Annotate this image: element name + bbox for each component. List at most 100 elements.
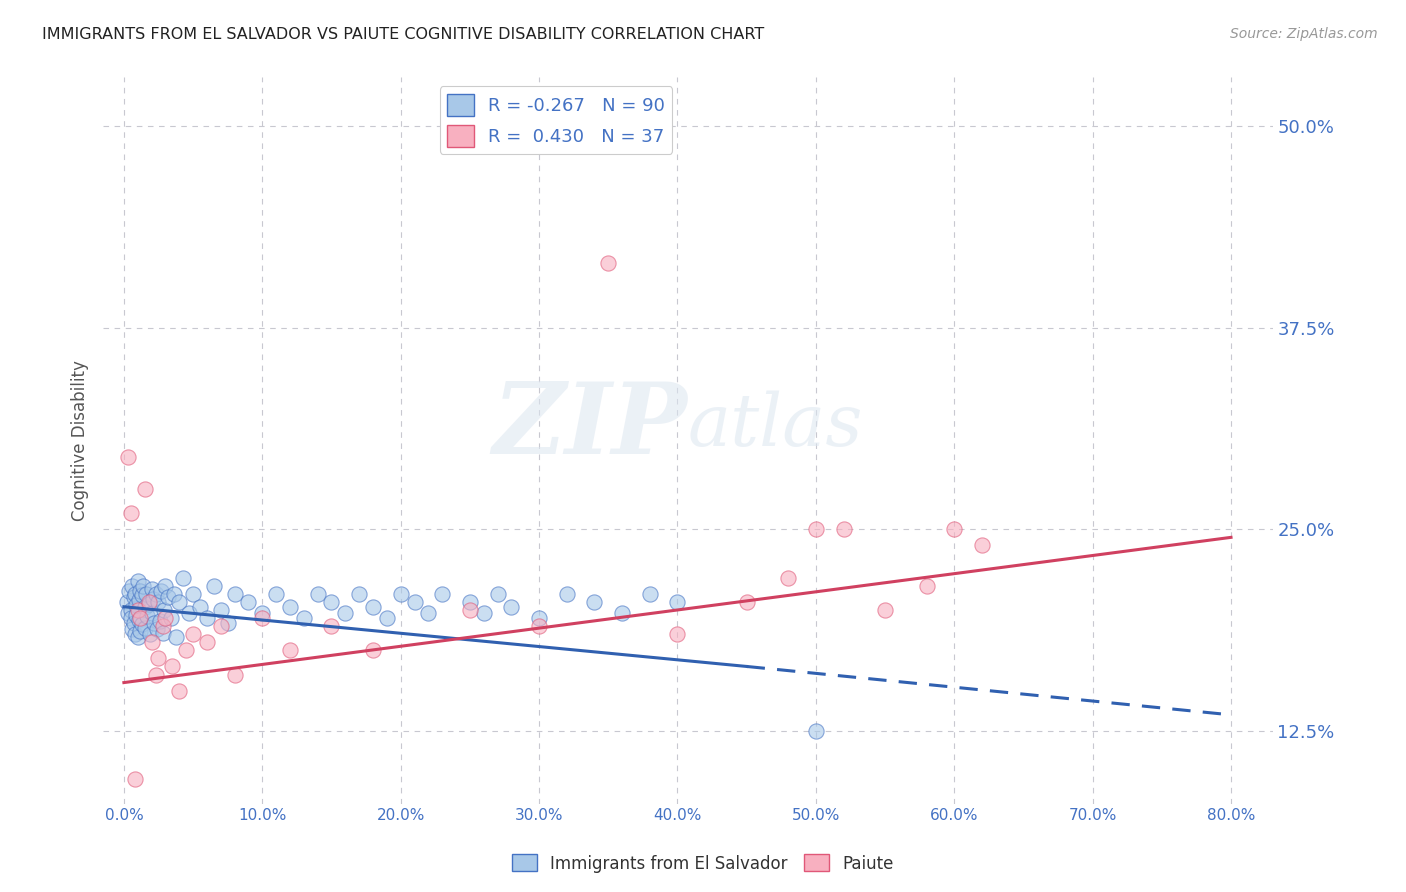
- Point: [458, 595, 481, 609]
- Point: [278, 599, 301, 614]
- Point: [148, 595, 170, 609]
- Point: [458, 603, 481, 617]
- Point: [238, 595, 260, 609]
- Point: [138, 595, 160, 609]
- Point: [120, 603, 142, 617]
- Point: [125, 598, 148, 612]
- Point: [347, 587, 370, 601]
- Text: atlas: atlas: [688, 391, 863, 461]
- Legend: R = -0.267   N = 90, R =  0.430   N = 37: R = -0.267 N = 90, R = 0.430 N = 37: [440, 87, 672, 154]
- Point: [127, 631, 149, 645]
- Point: [610, 606, 633, 620]
- Point: [217, 615, 239, 630]
- Point: [132, 579, 155, 593]
- Point: [555, 587, 578, 601]
- Point: [181, 587, 204, 601]
- Point: [117, 450, 139, 464]
- Point: [145, 667, 167, 681]
- Point: [252, 606, 274, 620]
- Point: [335, 606, 357, 620]
- Point: [321, 595, 343, 609]
- Point: [167, 595, 190, 609]
- Point: [527, 611, 550, 625]
- Point: [735, 595, 758, 609]
- Point: [195, 635, 218, 649]
- Point: [143, 615, 166, 630]
- Point: [361, 643, 384, 657]
- Point: [375, 611, 398, 625]
- Point: [124, 627, 146, 641]
- Point: [832, 522, 855, 536]
- Point: [129, 611, 152, 625]
- Point: [915, 579, 938, 593]
- Point: [202, 579, 225, 593]
- Point: [389, 587, 412, 601]
- Point: [120, 611, 142, 625]
- Point: [804, 724, 827, 739]
- Point: [139, 627, 162, 641]
- Point: [141, 635, 163, 649]
- Text: Source: ZipAtlas.com: Source: ZipAtlas.com: [1230, 27, 1378, 41]
- Point: [181, 627, 204, 641]
- Point: [128, 613, 150, 627]
- Point: [583, 595, 606, 609]
- Point: [172, 571, 194, 585]
- Point: [970, 538, 993, 552]
- Point: [122, 615, 145, 630]
- Point: [127, 603, 149, 617]
- Point: [804, 522, 827, 536]
- Point: [138, 597, 160, 611]
- Point: [321, 619, 343, 633]
- Point: [160, 611, 183, 625]
- Point: [188, 599, 211, 614]
- Point: [389, 829, 412, 843]
- Point: [157, 590, 180, 604]
- Text: IMMIGRANTS FROM EL SALVADOR VS PAIUTE COGNITIVE DISABILITY CORRELATION CHART: IMMIGRANTS FROM EL SALVADOR VS PAIUTE CO…: [42, 27, 765, 42]
- Point: [778, 571, 800, 585]
- Point: [152, 619, 174, 633]
- Point: [195, 611, 218, 625]
- Point: [120, 506, 142, 520]
- Point: [149, 614, 172, 628]
- Point: [128, 593, 150, 607]
- Point: [127, 574, 149, 588]
- Point: [134, 482, 156, 496]
- Point: [150, 583, 173, 598]
- Point: [666, 627, 689, 641]
- Point: [472, 606, 495, 620]
- Point: [142, 591, 165, 606]
- Point: [177, 606, 200, 620]
- Point: [129, 583, 152, 598]
- Point: [131, 589, 153, 603]
- Point: [125, 607, 148, 622]
- Legend: Immigrants from El Salvador, Paiute: Immigrants from El Salvador, Paiute: [505, 847, 901, 880]
- Point: [131, 617, 153, 632]
- Point: [501, 599, 523, 614]
- Point: [598, 256, 620, 270]
- Point: [292, 611, 315, 625]
- Point: [141, 582, 163, 596]
- Point: [122, 590, 145, 604]
- Point: [155, 611, 177, 625]
- Point: [118, 583, 141, 598]
- Point: [252, 611, 274, 625]
- Point: [135, 587, 157, 601]
- Point: [209, 619, 232, 633]
- Point: [117, 606, 139, 620]
- Point: [115, 595, 138, 609]
- Point: [124, 772, 146, 787]
- Point: [264, 587, 287, 601]
- Text: ZIP: ZIP: [494, 377, 688, 475]
- Point: [166, 631, 188, 645]
- Point: [278, 643, 301, 657]
- Point: [943, 522, 966, 536]
- Point: [146, 623, 169, 637]
- Point: [155, 579, 177, 593]
- Point: [152, 625, 174, 640]
- Point: [224, 667, 246, 681]
- Point: [134, 599, 156, 614]
- Point: [145, 587, 167, 601]
- Point: [361, 599, 384, 614]
- Point: [167, 683, 190, 698]
- Point: [124, 587, 146, 601]
